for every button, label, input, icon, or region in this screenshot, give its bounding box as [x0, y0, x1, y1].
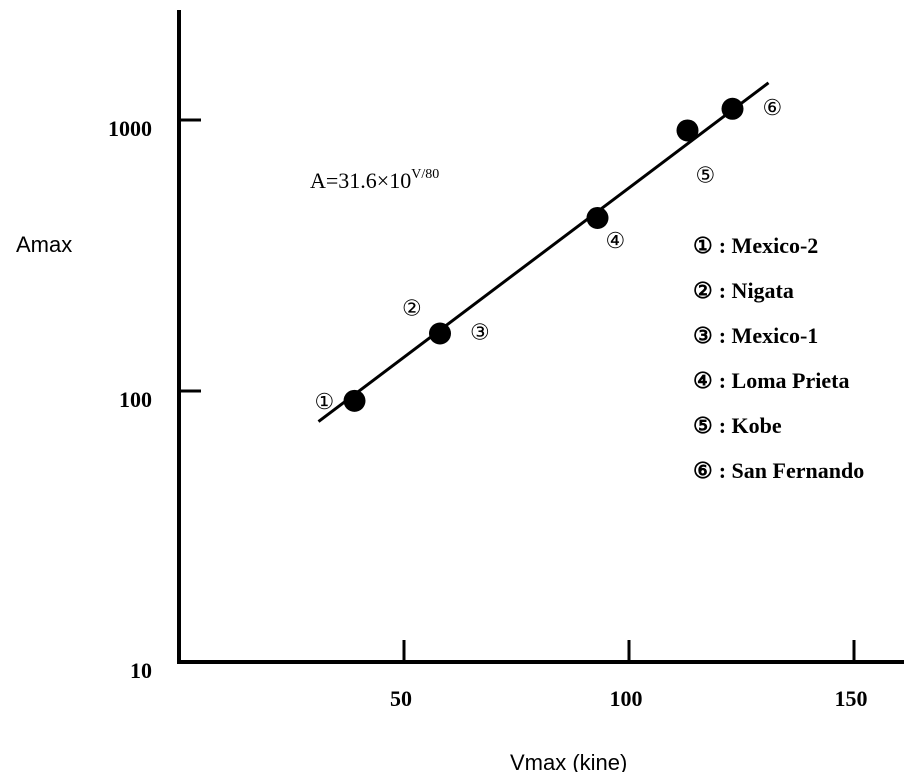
y-axis-title: Amax	[16, 232, 72, 257]
data-point	[586, 206, 609, 229]
x-axis-title: Vmax (kine)	[510, 750, 627, 772]
legend-label: : San Fernando	[719, 458, 864, 483]
legend-item-1: ①: Mexico-2	[693, 233, 818, 258]
legend-label: : Nigata	[719, 278, 794, 303]
legend-marker: ⑥	[693, 458, 713, 483]
x-tick-label: 150	[835, 686, 868, 711]
y-ticks: 10 100 1000	[108, 116, 201, 683]
legend-item-6: ⑥: San Fernando	[693, 458, 864, 483]
legend-marker: ④	[693, 368, 713, 393]
point-marker-label: ⑥	[763, 95, 783, 120]
legend-item-3: ③: Mexico-1	[693, 323, 818, 348]
point-marker-label: ④	[606, 228, 626, 253]
legend-marker: ③	[693, 323, 713, 348]
data-point	[429, 322, 451, 345]
point-marker-label: ②	[402, 295, 422, 320]
point-marker-label: ①	[315, 389, 335, 414]
legend-label: : Mexico-1	[719, 323, 819, 348]
x-tick-label: 50	[390, 686, 412, 711]
fit-equation-exponent: V/80	[411, 167, 439, 182]
legend-label: : Mexico-2	[719, 233, 819, 258]
data-point	[676, 119, 699, 142]
legend-label: : Loma Prieta	[719, 368, 850, 393]
legend-label: : Kobe	[719, 413, 782, 438]
legend-marker: ⑤	[693, 413, 713, 438]
y-tick-label: 1000	[108, 116, 152, 141]
y-tick-label: 100	[119, 387, 152, 412]
fit-equation: A=31.6×10V/80	[310, 167, 439, 193]
legend-item-5: ⑤: Kobe	[693, 413, 782, 438]
data-points	[343, 97, 744, 412]
data-point	[343, 389, 366, 412]
data-point	[721, 97, 744, 120]
legend-item-2: ②: Nigata	[693, 278, 794, 303]
y-tick-label: 10	[130, 658, 152, 683]
legend-item-4: ④: Loma Prieta	[693, 368, 849, 393]
legend: ①: Mexico-2 ②: Nigata ③: Mexico-1 ④: Lom…	[693, 233, 864, 483]
point-marker-label: ③	[470, 319, 490, 344]
x-tick-label: 100	[610, 686, 643, 711]
point-labels: ① ② ③ ④ ⑤ ⑥	[315, 95, 783, 414]
fit-equation-base: A=31.6×10	[310, 168, 411, 193]
x-ticks: 50 100 150	[390, 640, 868, 711]
legend-marker: ②	[693, 278, 713, 303]
legend-marker: ①	[693, 233, 713, 258]
point-marker-label: ⑤	[696, 162, 716, 187]
